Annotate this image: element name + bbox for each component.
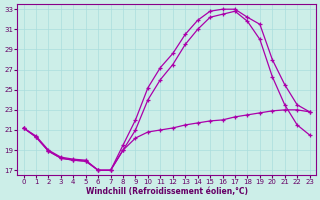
X-axis label: Windchill (Refroidissement éolien,°C): Windchill (Refroidissement éolien,°C): [85, 187, 248, 196]
